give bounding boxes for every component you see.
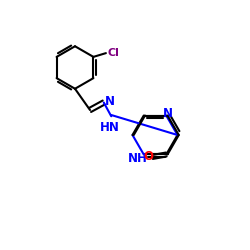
- Text: NH: NH: [128, 152, 148, 165]
- Text: O: O: [144, 150, 154, 164]
- Text: N: N: [105, 95, 115, 108]
- Text: HN: HN: [100, 121, 120, 134]
- Text: Cl: Cl: [107, 48, 119, 58]
- Text: N: N: [162, 106, 172, 120]
